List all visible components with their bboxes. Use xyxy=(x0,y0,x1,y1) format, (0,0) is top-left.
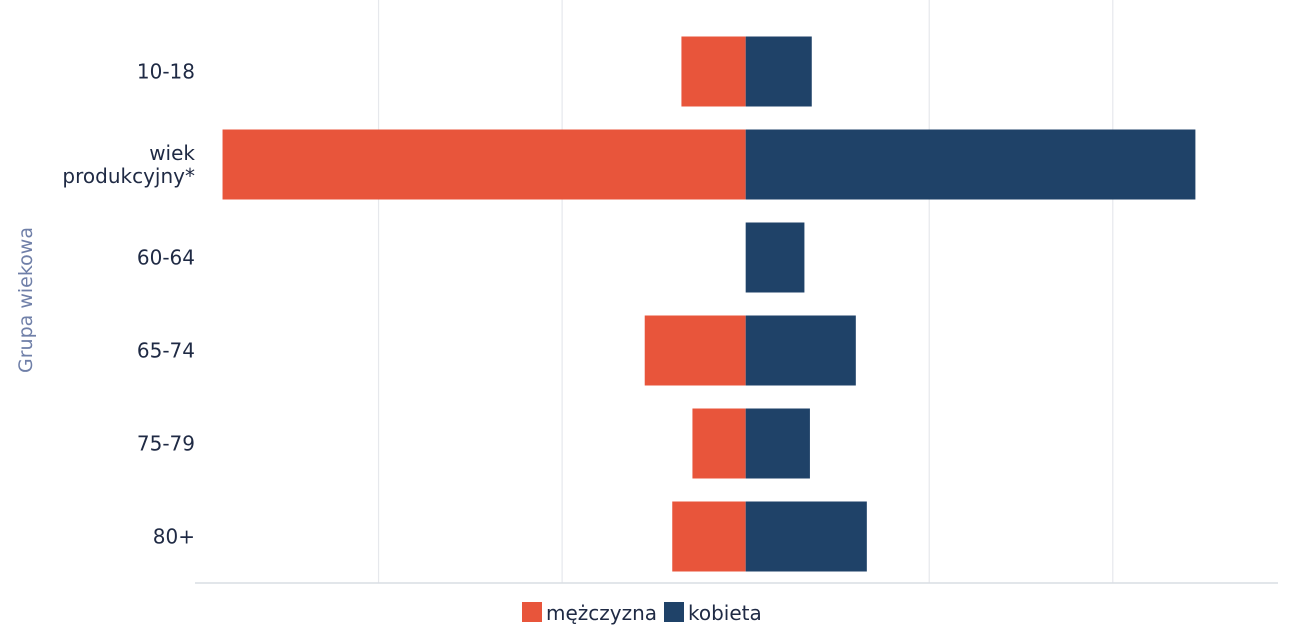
bar-female xyxy=(745,129,1196,200)
legend-label: mężczyzna xyxy=(546,601,657,625)
bar-female xyxy=(745,315,856,386)
legend-swatch xyxy=(522,602,542,622)
category-label: 75-79 xyxy=(137,432,195,456)
bar-male xyxy=(681,36,746,107)
bar-male xyxy=(222,129,746,200)
category-label: 60-64 xyxy=(137,246,195,270)
category-label: wiek produkcyjny* xyxy=(62,141,195,188)
grid-lines xyxy=(377,0,1114,583)
category-labels: 10-18 wiek produkcyjny* 60-64 65-74 75-79 80+ xyxy=(62,60,195,549)
legend: mężczyzna kobieta xyxy=(522,601,762,625)
bar-male xyxy=(692,408,746,479)
category-label: 10-18 xyxy=(137,60,195,84)
legend-swatch xyxy=(664,602,684,622)
bar-male xyxy=(644,315,746,386)
bars xyxy=(222,36,1196,572)
category-label: 80+ xyxy=(153,525,195,549)
category-label: 65-74 xyxy=(137,339,195,363)
bar-male xyxy=(672,501,746,572)
bar-female xyxy=(745,408,810,479)
bar-female xyxy=(745,222,805,293)
legend-label: kobieta xyxy=(688,601,762,625)
bar-female xyxy=(745,36,812,107)
y-axis-title: Grupa wiekowa xyxy=(15,227,37,373)
bar-female xyxy=(745,501,867,572)
